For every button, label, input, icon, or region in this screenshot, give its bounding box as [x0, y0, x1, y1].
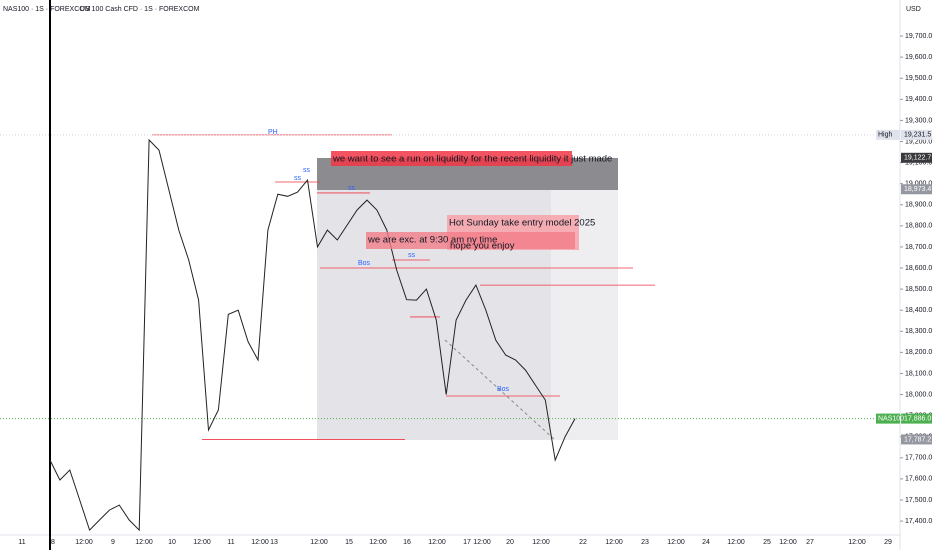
currency: USD	[906, 6, 921, 13]
x-tick-label: 12:00	[473, 539, 491, 546]
x-tick-label: 13	[270, 539, 278, 546]
y-tick-label: 19,400.0	[905, 96, 932, 103]
y-tick-label: 19,200.0	[905, 138, 932, 145]
x-tick-label: 12:00	[310, 539, 328, 546]
x-tick-label: 12:00	[369, 539, 387, 546]
name-tag-label: High	[878, 132, 893, 139]
x-tick-label: 12:00	[848, 539, 866, 546]
x-tick-label: 25	[763, 539, 771, 546]
trend-line	[444, 339, 556, 441]
y-tick-label: 17,700.0	[905, 455, 932, 462]
y-tick-label: 18,900.0	[905, 202, 932, 209]
price-tag-label: 18,973.4	[904, 186, 931, 193]
x-tick-label: 23	[641, 539, 649, 546]
x-tick-label: 12:00	[428, 539, 446, 546]
x-tick-label: 12:00	[251, 539, 269, 546]
annotation: ss	[303, 167, 311, 174]
annotation: ss	[408, 252, 416, 259]
x-tick-label: 16	[403, 539, 411, 546]
y-tick-label: 18,100.0	[905, 370, 932, 377]
annotation: hope you enjoy	[450, 241, 515, 252]
name-tag	[876, 129, 900, 140]
price-tag-label: 17,886.0	[904, 415, 931, 422]
annotation: Bos	[358, 260, 371, 267]
x-tick-label: 15	[345, 539, 353, 546]
price-tag	[901, 129, 932, 140]
annotation: Hot Sunday take entry model 2025	[449, 218, 595, 229]
y-tick-label: 18,800.0	[905, 223, 932, 230]
y-tick-label: 19,300.0	[905, 117, 932, 124]
x-tick-label: 11	[18, 539, 25, 546]
x-tick-label: 12:00	[727, 539, 745, 546]
y-tick-label: 18,200.0	[905, 349, 932, 356]
x-tick-label: 8	[51, 539, 55, 546]
annotation: Bos	[497, 386, 510, 393]
y-tick-label: 19,500.0	[905, 75, 932, 82]
y-tick-label: 19,100.0	[905, 159, 932, 166]
x-tick-label: 22	[579, 539, 587, 546]
price-tag	[901, 413, 932, 424]
price-tag	[901, 434, 932, 445]
name-tag-label: NAS100	[878, 415, 904, 422]
price-tag-label: 17,787.2	[904, 436, 931, 443]
x-tick-label: 12:00	[75, 539, 93, 546]
x-tick-label: 29	[884, 539, 892, 546]
x-tick-label: 10	[168, 539, 176, 546]
note-box	[331, 151, 572, 166]
y-tick-label: 18,000.0	[905, 391, 932, 398]
x-tick-label: 12:00	[605, 539, 623, 546]
y-tick-label: 18,500.0	[905, 286, 932, 293]
annotation: we want to see a run on liquidity for th…	[332, 154, 612, 165]
annotation: PH	[268, 129, 278, 136]
x-tick-label: 9	[111, 539, 115, 546]
price-tag	[901, 184, 932, 195]
x-tick-label: 24	[702, 539, 710, 546]
x-tick-label: 11	[227, 539, 234, 546]
symbol: NAS100 · 1S · FOREXCOM	[3, 6, 91, 13]
price-tag	[901, 152, 932, 163]
annotation: we are exc. at 9:30 am ny time	[367, 235, 497, 246]
price-tag-label: 19,231.5	[904, 132, 931, 139]
x-tick-label: 12:00	[667, 539, 685, 546]
y-tick-label: 19,000.0	[905, 181, 932, 188]
x-tick-label: 27	[806, 539, 814, 546]
description: US 100 Cash CFD · 1S · FOREXCOM	[80, 6, 200, 13]
x-tick-label: 12:00	[193, 539, 211, 546]
x-tick-label: 12:00	[532, 539, 550, 546]
y-tick-label: 17,400.0	[905, 518, 932, 525]
y-tick-label: 18,700.0	[905, 244, 932, 251]
y-tick-label: 18,400.0	[905, 307, 932, 314]
x-tick-label: 17	[463, 539, 471, 546]
x-tick-label: 20	[506, 539, 514, 546]
y-tick-label: 17,600.0	[905, 476, 932, 483]
note-box	[366, 232, 575, 249]
annotation: ss	[348, 185, 356, 192]
y-tick-label: 19,700.0	[905, 33, 932, 40]
x-tick-label: 12:00	[779, 539, 797, 546]
name-tag	[876, 413, 900, 424]
annotation: ss	[294, 175, 302, 182]
x-tick-label: 12:00	[135, 539, 153, 546]
price-line	[49, 138, 576, 532]
y-tick-label: 18,600.0	[905, 265, 932, 272]
price-tag-label: 19,122.7	[904, 155, 931, 162]
y-tick-label: 18,300.0	[905, 328, 932, 335]
y-tick-label: 19,600.0	[905, 54, 932, 61]
y-tick-label: 17,500.0	[905, 497, 932, 504]
